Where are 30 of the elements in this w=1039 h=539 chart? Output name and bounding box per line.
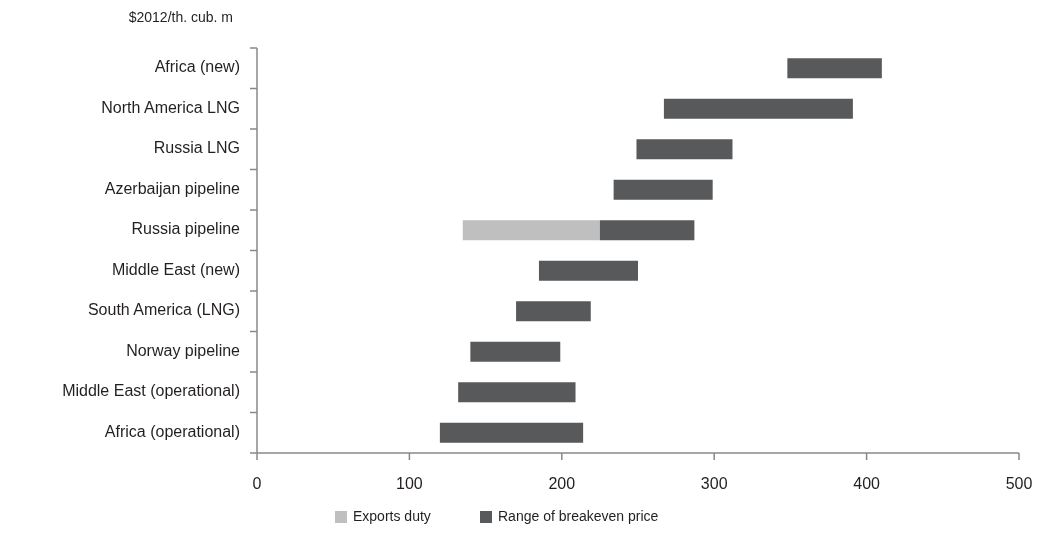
x-tick-label: 0 bbox=[252, 475, 262, 492]
y-tick-label: Azerbaijan pipeline bbox=[104, 179, 241, 197]
y-tick-label: Africa (operational) bbox=[104, 422, 240, 440]
legend-label: Range of breakeven price bbox=[498, 507, 659, 524]
x-tick-label: 500 bbox=[1005, 475, 1033, 492]
bar bbox=[470, 341, 561, 362]
bar bbox=[516, 301, 591, 322]
bar bbox=[599, 220, 695, 241]
y-tick-label: Middle East (operational) bbox=[62, 382, 240, 400]
legend-label: Exports duty bbox=[353, 507, 431, 524]
y-tick-label: Middle East (new) bbox=[111, 260, 240, 278]
bar bbox=[663, 98, 853, 119]
x-tick-label: 100 bbox=[396, 475, 423, 492]
y-tick-label: Russia LNG bbox=[153, 139, 240, 157]
x-tick-label: 300 bbox=[700, 475, 728, 492]
bar bbox=[636, 139, 733, 160]
y-tick-label: North America LNG bbox=[101, 98, 240, 116]
x-tick-label: 400 bbox=[853, 475, 881, 492]
bar bbox=[462, 220, 600, 241]
bar bbox=[613, 179, 713, 200]
bar bbox=[538, 260, 638, 281]
bar bbox=[787, 58, 882, 79]
y-tick-label: Africa (new) bbox=[154, 58, 240, 76]
x-tick-label: 200 bbox=[548, 475, 576, 492]
bar bbox=[458, 382, 576, 403]
bar bbox=[439, 422, 584, 443]
y-tick-label: South America (LNG) bbox=[87, 301, 240, 319]
y-tick-label: Norway pipeline bbox=[126, 341, 241, 359]
x-axis-title: $2012/th. cub. m bbox=[128, 9, 233, 25]
y-tick-label: Russia pipeline bbox=[131, 220, 241, 238]
